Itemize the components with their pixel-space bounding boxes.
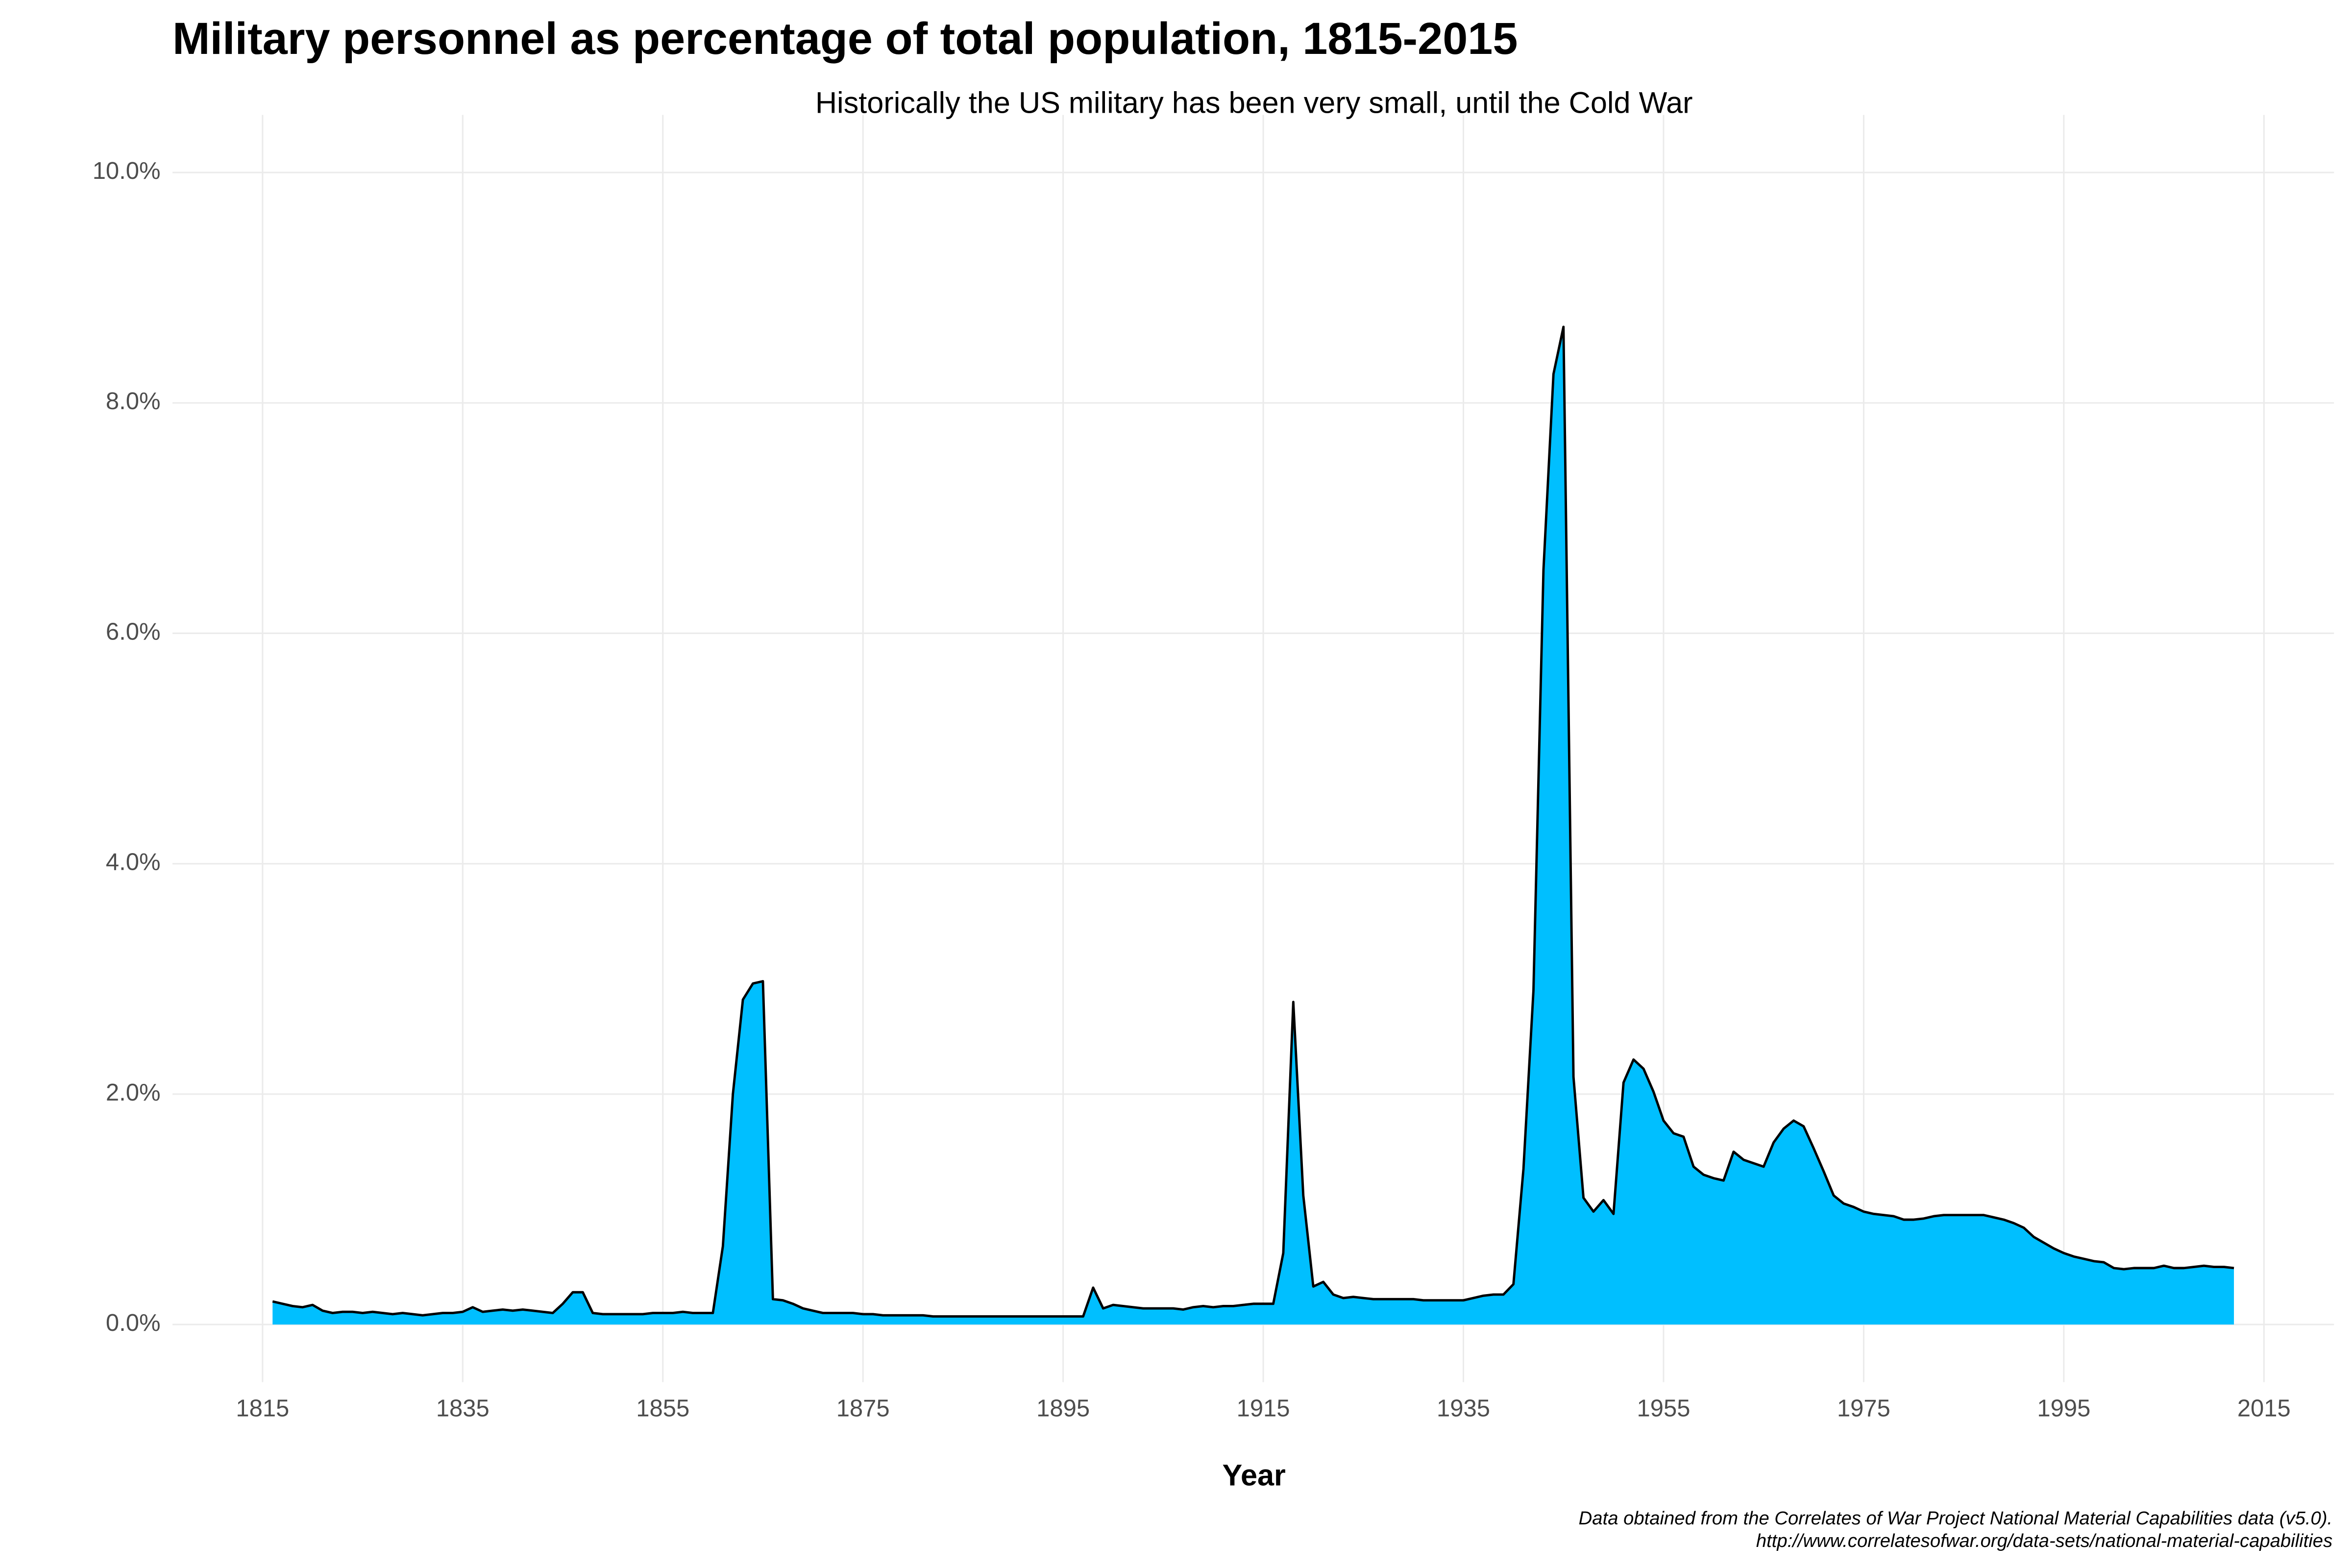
x-tick-label: 1835 [436,1395,490,1421]
caption: Data obtained from the Correlates of War… [1579,1508,2333,1529]
x-tick-label: 1895 [1036,1395,1090,1421]
y-tick-label: 10.0% [93,158,161,184]
y-tick-label: 4.0% [106,849,161,876]
x-tick-label: 1935 [1437,1395,1490,1421]
y-tick-label: 0.0% [106,1310,161,1336]
chart-subtitle: Historically the US military has been ve… [815,86,1693,119]
y-tick-label: 2.0% [106,1079,161,1106]
x-tick-label: 1995 [2037,1395,2090,1421]
chart-title: Military personnel as percentage of tota… [172,14,1518,64]
caption: http://www.correlatesofwar.org/data-sets… [1756,1530,2332,1551]
x-tick-label: 2015 [2237,1395,2291,1421]
x-tick-label: 1975 [1837,1395,1890,1421]
x-tick-label: 1875 [836,1395,890,1421]
area-outline [272,325,2234,1318]
x-axis-title: Year [1222,1458,1285,1492]
y-tick-label: 6.0% [106,618,161,645]
area [272,327,2234,1325]
x-tick-label: 1815 [236,1395,289,1421]
y-tick-label: 8.0% [106,388,161,415]
x-tick-label: 1915 [1237,1395,1290,1421]
x-tick-label: 1955 [1637,1395,1690,1421]
x-tick-label: 1855 [636,1395,689,1421]
